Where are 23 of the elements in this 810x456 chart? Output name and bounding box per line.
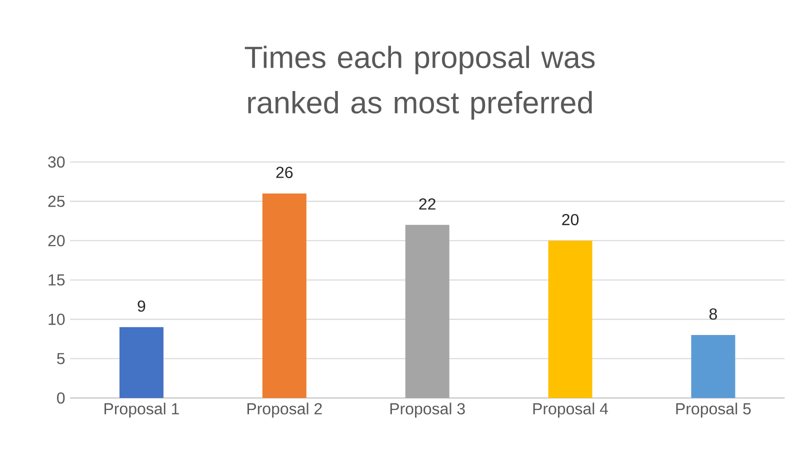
y-tick-label: 20 — [48, 234, 65, 246]
x-tick-label: Proposal 1 — [104, 402, 179, 418]
data-label: 8 — [709, 308, 717, 320]
bar — [262, 193, 306, 398]
data-label: 20 — [562, 214, 579, 226]
y-tick-label: 0 — [57, 392, 65, 404]
chart-title: Times each proposal was ranked as most preferred — [244, 46, 595, 120]
data-label: 26 — [276, 166, 293, 178]
bar — [691, 335, 736, 398]
data-label: 22 — [419, 198, 436, 210]
bar — [548, 240, 592, 398]
bar — [405, 224, 450, 398]
y-tick-label: 30 — [48, 156, 65, 168]
y-tick-label: 10 — [48, 314, 65, 325]
y-tick-label: 5 — [57, 353, 65, 364]
x-tick-label: Proposal 3 — [390, 402, 465, 418]
x-tick-label: Proposal 5 — [676, 402, 751, 418]
x-tick-label: Proposal 4 — [533, 402, 608, 418]
x-tick-label: Proposal 2 — [247, 402, 322, 418]
y-tick-label: 15 — [48, 274, 65, 286]
bar — [119, 327, 164, 398]
data-label: 9 — [138, 300, 146, 312]
y-tick-label: 25 — [48, 196, 65, 207]
